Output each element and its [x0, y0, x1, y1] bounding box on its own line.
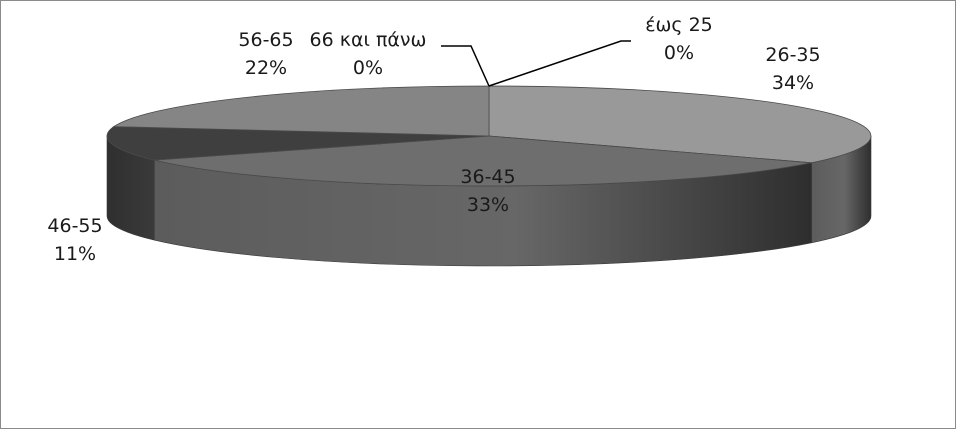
- data-label-percent: 11%: [54, 243, 96, 265]
- data-label-percent: 33%: [467, 194, 509, 216]
- pie-slice-46-55: [106, 126, 490, 161]
- data-label-percent: 0%: [353, 57, 383, 79]
- data-label-category: 66 και πάνω: [310, 29, 427, 51]
- data-label-category: 26-35: [765, 44, 820, 66]
- data-label-percent: 34%: [772, 72, 814, 94]
- data-label-category: 56-65: [238, 29, 293, 51]
- leader-line-66-plus: [441, 45, 490, 87]
- data-label-percent: 0%: [664, 42, 694, 64]
- data-label-category: έως 25: [645, 14, 713, 36]
- data-label-category: 36-45: [460, 166, 515, 188]
- leader-line-eos-25: [488, 40, 631, 87]
- data-label-percent: 22%: [245, 57, 287, 79]
- pie-slice-56-65: [112, 85, 490, 137]
- data-label-category: 46-55: [47, 215, 102, 237]
